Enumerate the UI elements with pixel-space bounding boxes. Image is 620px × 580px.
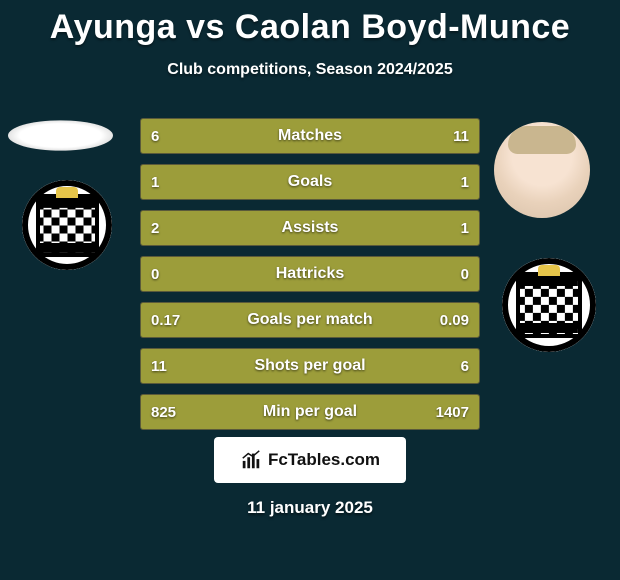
stat-bar-left	[141, 303, 362, 337]
stats-area: Matches611 Goals11 Assists21 Hattricks00 Goa…	[140, 118, 480, 440]
stat-bar-right	[367, 211, 479, 245]
stat-bar-left	[141, 349, 362, 383]
stat-bar-left	[141, 165, 311, 199]
stat-bar-left	[141, 119, 260, 153]
stat-bar-left	[141, 211, 369, 245]
crest-right-inner	[516, 272, 582, 338]
stat-row: Goals11	[140, 164, 480, 200]
page-title: Ayunga vs Caolan Boyd-Munce	[0, 0, 620, 47]
stat-row: Min per goal8251407	[140, 394, 480, 430]
date-label: 11 january 2025	[0, 498, 620, 518]
crest-left-inner	[36, 194, 99, 257]
chart-icon	[240, 449, 262, 471]
subtitle: Club competitions, Season 2024/2025	[0, 61, 620, 79]
stat-bar-right	[309, 165, 479, 199]
club-crest-right	[502, 258, 596, 352]
stat-bar-right	[309, 257, 479, 291]
stat-bar-right	[360, 349, 479, 383]
stat-row: Matches611	[140, 118, 480, 154]
stat-row: Goals per match0.170.09	[140, 302, 480, 338]
player-right-avatar	[494, 122, 590, 218]
stat-row: Shots per goal116	[140, 348, 480, 384]
player-left-avatar	[8, 120, 113, 150]
branding-label: FcTables.com	[268, 450, 380, 470]
stat-row: Hattricks00	[140, 256, 480, 292]
club-crest-left	[22, 180, 112, 270]
stat-bar-right	[258, 119, 479, 153]
branding-badge: FcTables.com	[215, 438, 405, 482]
stat-bar-right	[265, 395, 479, 429]
stat-bar-left	[141, 395, 267, 429]
stat-bar-left	[141, 257, 311, 291]
stat-bar-right	[360, 303, 479, 337]
stat-row: Assists21	[140, 210, 480, 246]
